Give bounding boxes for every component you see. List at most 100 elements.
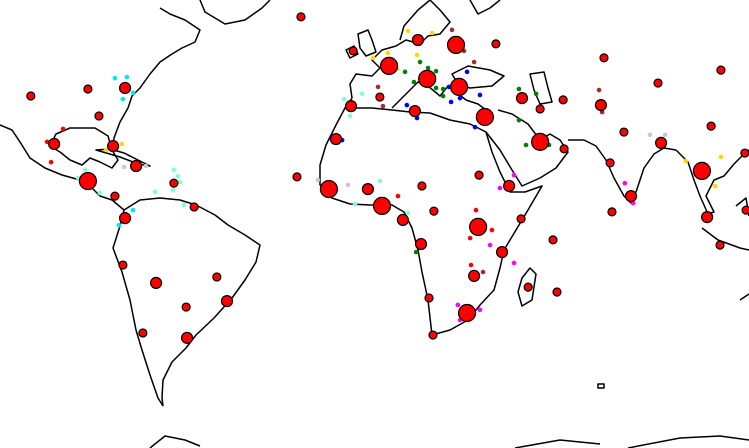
point-red-23	[48, 159, 54, 165]
point-gold-35	[414, 52, 420, 58]
city-marker-31	[531, 132, 550, 151]
city-marker-39	[594, 98, 608, 112]
point-aqua-6	[82, 167, 88, 173]
city-marker-66	[424, 293, 434, 303]
coastline-antarctica	[149, 435, 749, 448]
point-red-28	[468, 262, 474, 268]
point-gold-39	[718, 154, 724, 160]
point-aqua-11	[177, 179, 183, 185]
point-blue-58	[457, 95, 463, 101]
city-marker-33	[535, 104, 545, 114]
point-green-47	[440, 93, 446, 99]
city-marker-70	[428, 330, 438, 340]
city-marker-67	[523, 282, 533, 292]
city-marker-38	[716, 65, 726, 75]
coastline-south-america-east	[123, 197, 261, 407]
city-marker-1	[83, 84, 93, 94]
point-blue-63	[472, 124, 478, 130]
city-marker-68	[552, 287, 562, 297]
city-marker-23	[491, 39, 501, 49]
point-thistle-83	[121, 164, 127, 170]
city-marker-20	[379, 56, 399, 76]
city-marker-36	[599, 53, 609, 63]
point-blue-61	[404, 102, 410, 108]
point-aqua-12	[170, 187, 176, 193]
coastline-scandinavia	[399, 0, 501, 41]
city-marker-63	[495, 246, 509, 259]
point-gold-34	[385, 50, 391, 56]
coastline-madagascar	[517, 267, 537, 307]
point-brown-69	[375, 84, 381, 90]
city-marker-12	[118, 260, 128, 270]
point-green-51	[533, 91, 539, 97]
city-marker-34	[559, 144, 569, 154]
point-red-27	[489, 227, 495, 233]
city-marker-9	[110, 191, 120, 201]
city-marker-30	[515, 91, 529, 105]
point-green-41	[417, 59, 423, 65]
point-thistle-87	[315, 177, 321, 183]
city-marker-32	[558, 95, 568, 105]
city-marker-43	[605, 158, 615, 168]
point-gold-29	[119, 141, 125, 147]
point-thistle-85	[647, 132, 653, 138]
city-marker-49	[715, 240, 725, 250]
city-marker-10	[118, 212, 132, 225]
city-marker-11	[189, 202, 199, 212]
city-marker-55	[417, 181, 427, 191]
coastline-india	[568, 139, 677, 205]
coastline-southeast-asia	[675, 149, 749, 215]
point-green-50	[516, 86, 522, 92]
city-marker-19	[348, 46, 358, 56]
point-blue-59	[477, 92, 483, 98]
city-marker-71	[296, 12, 306, 22]
city-marker-7	[78, 171, 98, 191]
city-marker-26	[344, 100, 358, 113]
point-red-25	[473, 207, 479, 213]
point-aqua-17	[347, 113, 353, 119]
city-marker-25	[375, 92, 385, 102]
city-marker-5	[106, 139, 120, 153]
point-brown-73	[480, 269, 486, 275]
point-aqua-10	[175, 173, 181, 179]
city-marker-44	[624, 190, 638, 203]
point-gold-37	[683, 158, 689, 164]
point-green-44	[433, 68, 439, 74]
point-green-55	[413, 249, 419, 255]
city-marker-46	[740, 148, 749, 158]
point-green-49	[411, 79, 417, 85]
city-marker-62	[516, 214, 526, 224]
point-gold-32	[429, 30, 435, 36]
city-marker-41	[706, 121, 716, 131]
city-marker-54	[372, 196, 392, 215]
point-magenta-79	[511, 260, 517, 266]
city-marker-58	[503, 179, 516, 193]
city-marker-15	[181, 302, 191, 312]
city-marker-42	[654, 136, 668, 149]
city-marker-61	[414, 237, 428, 251]
point-magenta-77	[497, 185, 503, 191]
city-marker-29	[475, 107, 494, 127]
point-green-52	[516, 117, 522, 123]
point-aqua-14	[181, 202, 187, 208]
city-marker-59	[469, 217, 488, 236]
point-aqua-16	[341, 96, 347, 102]
city-marker-17	[138, 328, 148, 338]
coastline-indonesia	[701, 197, 749, 251]
city-marker-28	[449, 77, 469, 97]
city-marker-53	[361, 183, 374, 196]
city-marker-56	[396, 213, 409, 226]
point-aqua-20	[352, 201, 358, 207]
point-thistle-86	[662, 132, 668, 138]
city-marker-21	[411, 33, 425, 47]
point-magenta-78	[487, 242, 493, 248]
city-marker-3	[94, 111, 104, 121]
city-marker-24	[418, 69, 437, 88]
point-green-53	[523, 142, 529, 148]
point-aqua-9	[171, 167, 177, 173]
point-green-46	[440, 86, 446, 92]
point-cyan-4	[130, 207, 136, 213]
point-gold-33	[370, 55, 376, 61]
